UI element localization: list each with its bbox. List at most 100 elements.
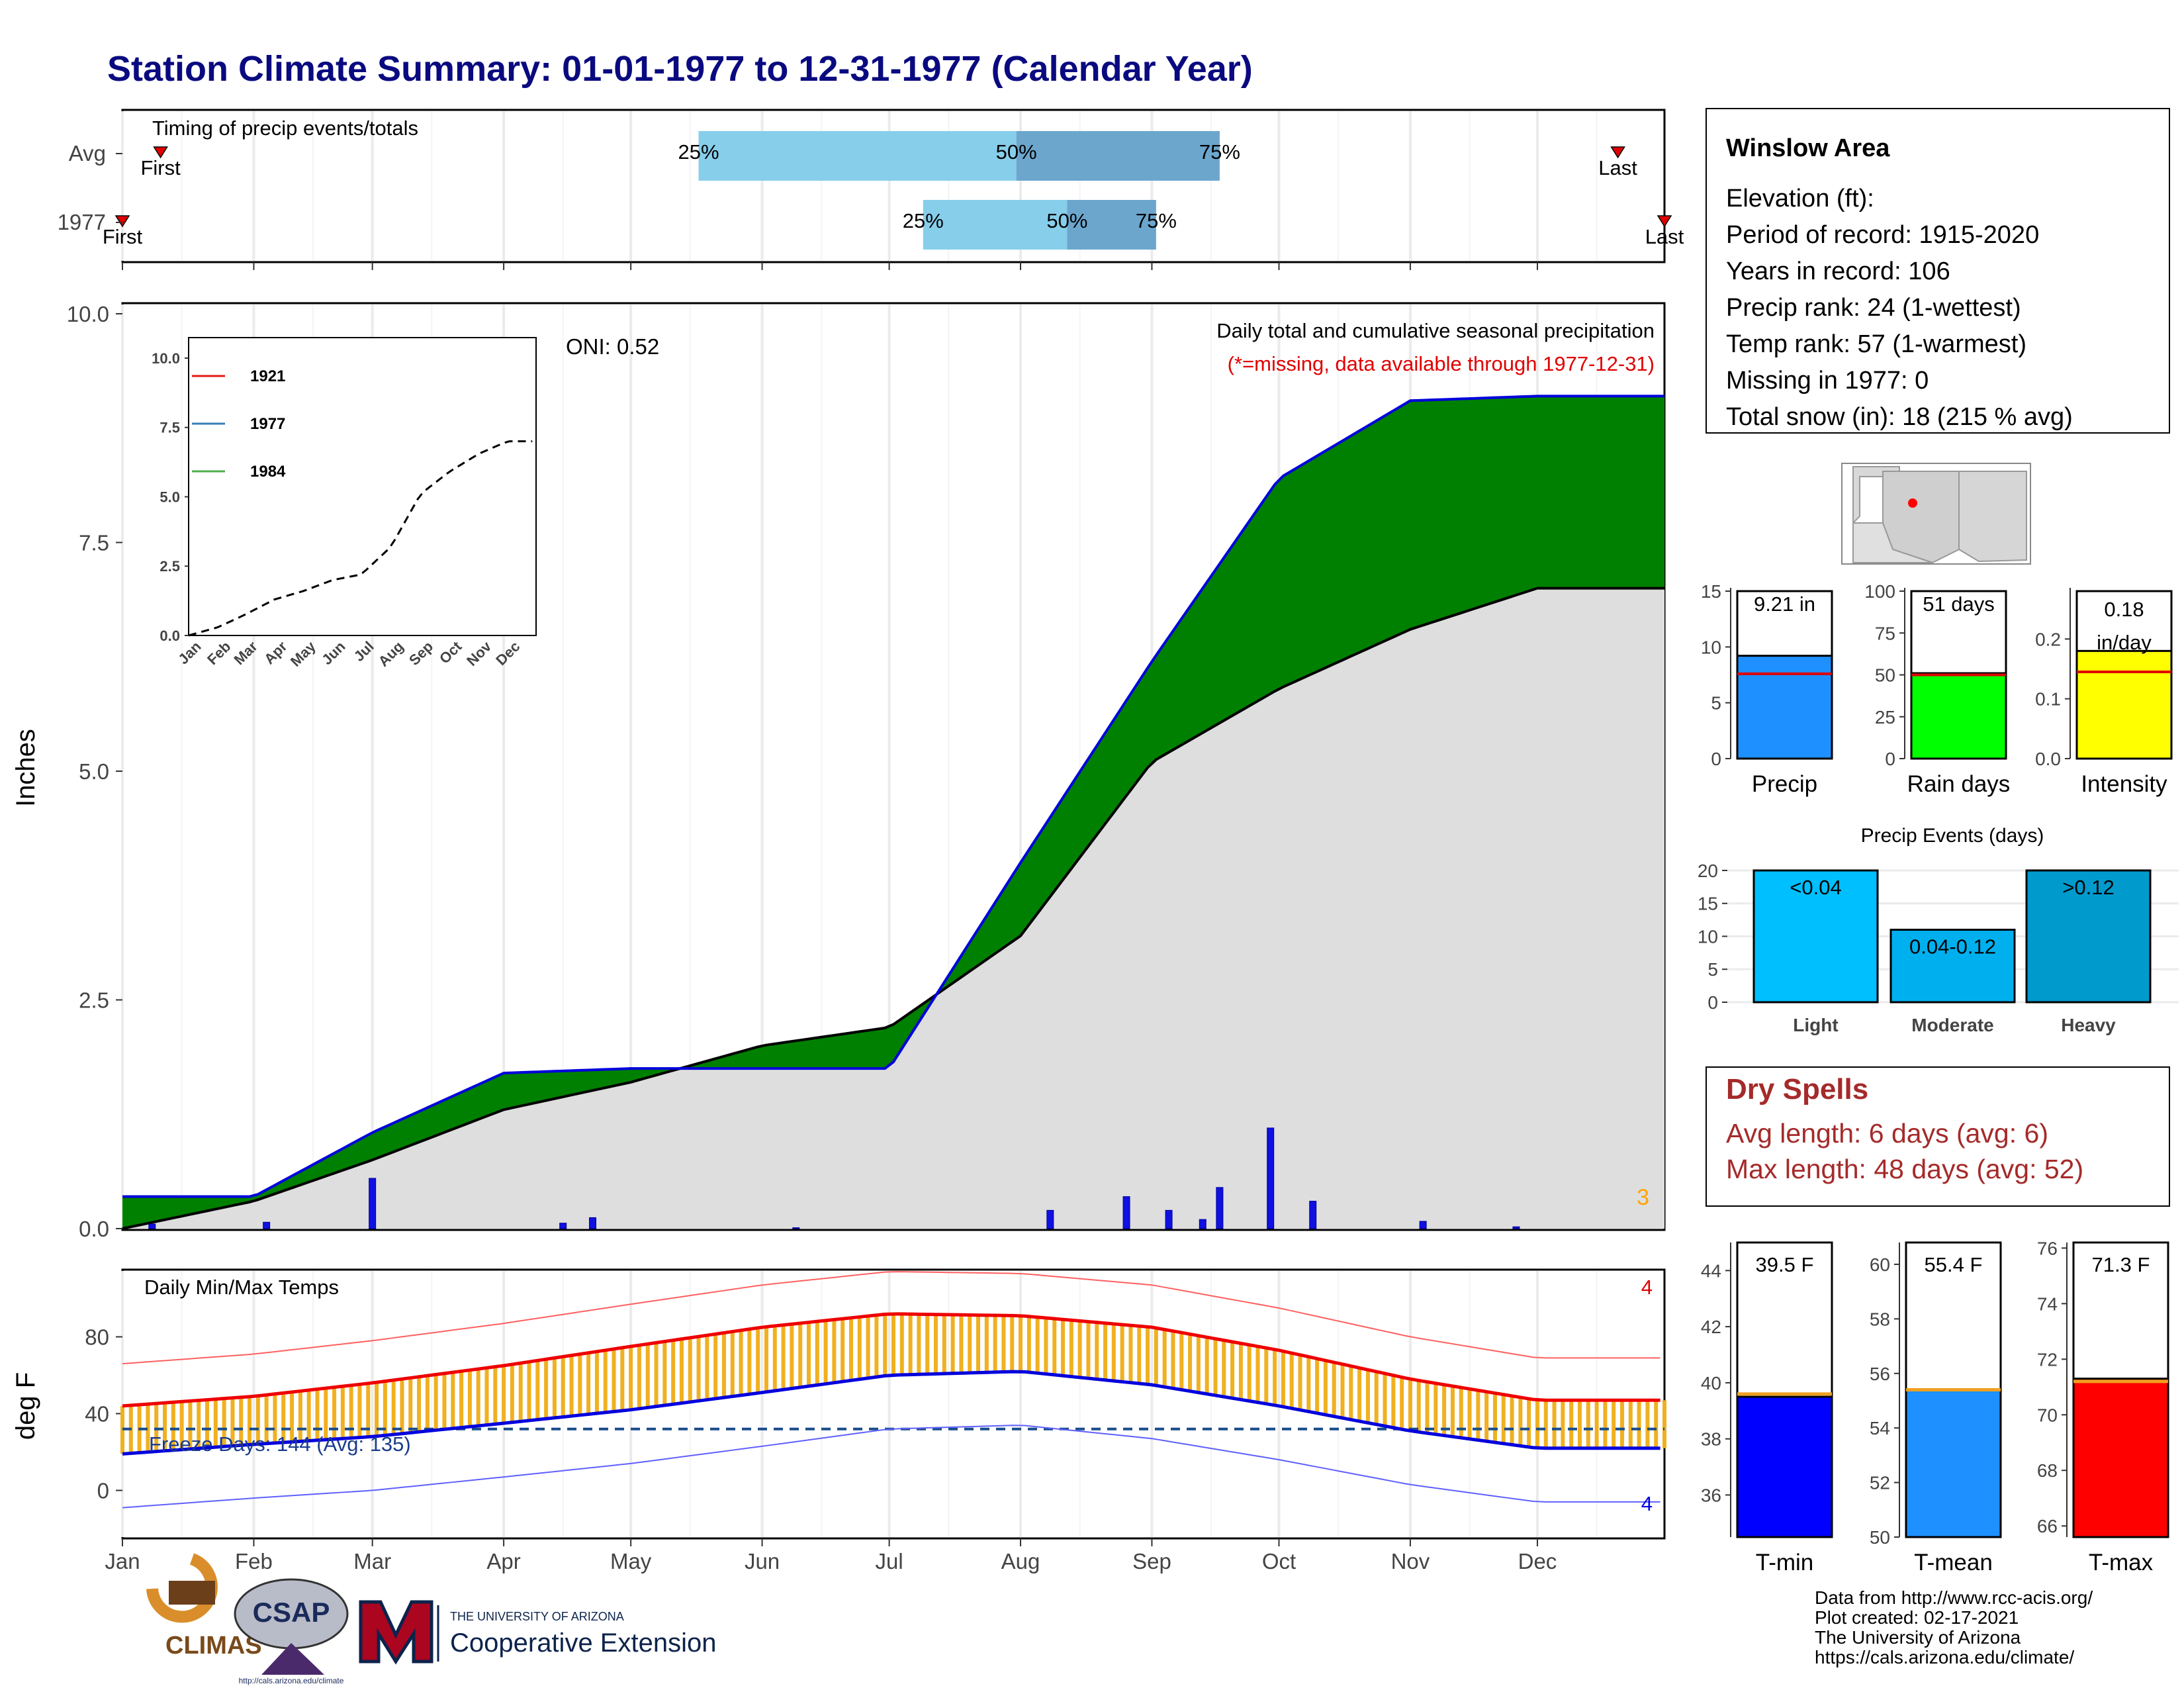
events-bar-name: Light — [1793, 1015, 1838, 1035]
daily-temp-range-bar — [705, 1335, 709, 1400]
daily-temp-range-bar — [213, 1399, 218, 1448]
temp-bar-name: T-min — [1756, 1550, 1814, 1575]
daily-temp-range-bar — [1052, 1319, 1057, 1375]
daily-temp-range-bar — [1492, 1393, 1497, 1442]
avg-cumulative-line — [122, 586, 1664, 1230]
month-tick: Apr — [486, 1549, 520, 1573]
daily-temp-range-bar — [1374, 1372, 1379, 1425]
daily-precip-bar — [148, 1223, 156, 1229]
daily-temp-range-bar — [484, 1368, 489, 1425]
daily-temp-range-bar — [408, 1378, 413, 1433]
daily-temp-range-bar — [1476, 1390, 1480, 1440]
daily-temp-range-bar — [1518, 1397, 1523, 1446]
csap-text: CSAP — [253, 1597, 330, 1628]
daily-temp-range-bar — [273, 1393, 277, 1443]
precip-ytick: 7.5 — [79, 531, 109, 555]
daily-temp-range-bar — [1637, 1400, 1641, 1448]
daily-temp-range-bar — [713, 1334, 718, 1399]
inset-legend-label: 1921 — [250, 367, 285, 385]
summary-bar-tick: 75 — [1875, 623, 1895, 643]
daily-temp-range-bar — [721, 1333, 726, 1398]
daily-temp-range-bar — [1061, 1319, 1066, 1376]
surplus-area — [122, 396, 1664, 1229]
events-title: Precip Events (days) — [1861, 825, 2044, 847]
temp-bar-tick: 56 — [1870, 1364, 1890, 1384]
inset-ytick: 0.0 — [159, 628, 180, 644]
daily-temp-range-bar — [1577, 1400, 1582, 1448]
precip-panel: 0.0 2.5 5.0 7.5 10.0 Inches ONI: 0.52 Daily … — [11, 302, 1666, 1241]
daily-temp-range-bar — [1035, 1317, 1040, 1374]
temp-bar-tick: 72 — [2037, 1349, 2058, 1370]
climas-text: CLIMAS — [165, 1632, 262, 1660]
daily-temp-range-bar — [1001, 1315, 1006, 1372]
station-location-marker — [1908, 498, 1917, 508]
locator-map — [1841, 463, 2031, 565]
summary-bar-name: Precip — [1752, 771, 1817, 797]
timing-p25: 25% — [678, 140, 719, 164]
station-info-line: Total snow (in): 18 (215 % avg) — [1726, 403, 2073, 431]
month-tick: Aug — [1001, 1549, 1040, 1573]
daily-temp-range-bar — [781, 1325, 786, 1390]
temp-bar — [2072, 1378, 2169, 1538]
daily-temp-range-bar — [594, 1351, 599, 1414]
daily-temp-range-bar — [891, 1313, 895, 1376]
daily-temp-range-bar — [772, 1325, 777, 1391]
timing-bar-q2 — [1067, 200, 1156, 250]
daily-temp-range-bar — [154, 1403, 159, 1452]
temp-bar-tick: 36 — [1701, 1485, 1721, 1505]
daily-temp-range-bar — [637, 1345, 641, 1409]
daily-temp-range-bar — [442, 1373, 447, 1430]
summary-bar-tick: 25 — [1875, 707, 1895, 727]
temp-bar-tick: 68 — [2037, 1460, 2058, 1481]
daily-temp-range-bar — [984, 1315, 989, 1373]
daily-temp-range-bar — [552, 1358, 557, 1418]
daily-temp-range-bar — [1103, 1323, 1108, 1380]
month-tick: Oct — [1262, 1549, 1296, 1573]
events-tick: 15 — [1698, 894, 1718, 914]
inset-ytick: 7.5 — [159, 420, 180, 436]
daily-precip-bar — [559, 1223, 567, 1229]
daily-temp-range-bar — [425, 1376, 430, 1431]
month-tick: Jun — [745, 1549, 780, 1573]
daily-temp-range-bar — [1222, 1340, 1226, 1397]
daily-temp-range-bar — [222, 1398, 226, 1447]
daily-precip-bar — [263, 1221, 271, 1229]
timing-panel: 25% 50% 75% First Last 25% 50% 75% First Last Tim… — [58, 109, 1684, 263]
avg-cumulative-area — [122, 588, 1664, 1229]
daily-temp-range-bar — [357, 1384, 362, 1438]
inset-avg-line — [188, 440, 533, 637]
daily-temp-range-bar — [535, 1360, 540, 1420]
daily-temp-range-bar — [832, 1319, 837, 1383]
page-title: Station Climate Summary: 01-01-1977 to 1… — [107, 49, 1253, 89]
month-tick: Jan — [105, 1549, 140, 1573]
daily-temp-range-bar — [959, 1315, 964, 1374]
daily-temp-range-bar — [1019, 1315, 1023, 1372]
daily-temp-range-bar — [264, 1395, 269, 1444]
station-info-box: Winslow Area Elevation (ft): Period of re… — [1706, 108, 2170, 434]
timing-row-avg: Avg — [69, 141, 106, 165]
daily-temp-range-bar — [1391, 1375, 1396, 1428]
timing-last-marker — [1657, 215, 1672, 228]
daily-temp-range-bar — [502, 1366, 506, 1423]
temp-bar-tick: 40 — [1701, 1373, 1721, 1393]
events-tick: 20 — [1698, 861, 1718, 881]
daily-temp-range-bar — [1281, 1351, 1285, 1407]
daily-temp-range-bar — [1111, 1323, 1116, 1382]
daily-temp-range-bar — [848, 1317, 853, 1381]
daily-temp-range-bar — [629, 1346, 633, 1410]
dry-spells-max: Max length: 48 days (avg: 52) — [1726, 1154, 2083, 1184]
temp-bar-tick: 70 — [2037, 1405, 2058, 1425]
daily-temp-range-bar — [883, 1314, 887, 1376]
timing-bar-q1 — [923, 200, 1068, 250]
daily-temp-range-bar — [239, 1397, 244, 1446]
daily-temp-range-bar — [688, 1337, 692, 1402]
daily-temp-range-bar — [349, 1385, 353, 1438]
daily-temp-range-bar — [1264, 1348, 1269, 1404]
daily-temp-range-bar — [281, 1393, 286, 1442]
events-bar-label: 0.04-0.12 — [1909, 935, 1996, 959]
temp-count-top: 4 — [1641, 1276, 1653, 1299]
temp-bar-name: T-mean — [1914, 1550, 1993, 1575]
daily-temp-range-bar — [823, 1320, 828, 1384]
daily-temp-range-bar — [1365, 1370, 1370, 1423]
daily-temp-range-bar — [1400, 1377, 1404, 1430]
